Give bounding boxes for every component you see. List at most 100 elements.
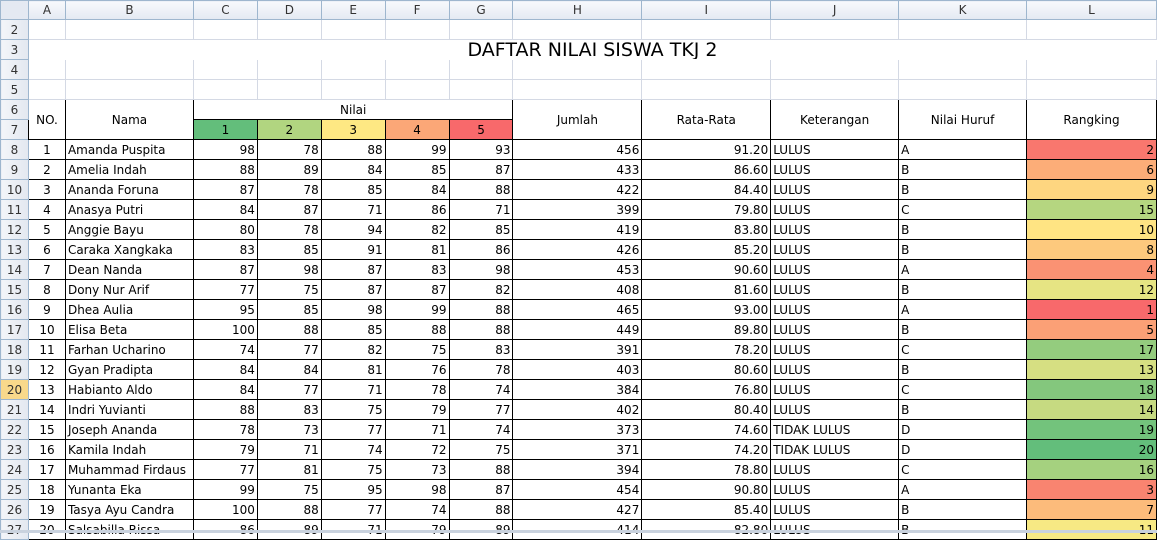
nilai-5-cell[interactable]: 77 xyxy=(448,399,514,420)
nilai-1-cell[interactable]: 77 xyxy=(192,279,258,300)
horizontal-scrollbar[interactable] xyxy=(0,530,1157,533)
cell[interactable] xyxy=(384,19,450,40)
no-cell[interactable]: 11 xyxy=(27,339,66,360)
nilai-3-cell[interactable]: 75 xyxy=(320,399,386,420)
cell[interactable] xyxy=(192,59,258,80)
no-cell[interactable]: 6 xyxy=(27,239,66,260)
jumlah-cell[interactable]: 384 xyxy=(512,379,643,400)
column-header-J[interactable]: J xyxy=(770,0,900,20)
nilai-huruf-cell[interactable]: D xyxy=(898,439,1027,460)
jumlah-cell[interactable]: 371 xyxy=(512,439,643,460)
keterangan-cell[interactable]: TIDAK LULUS xyxy=(770,419,900,440)
jumlah-cell[interactable]: 402 xyxy=(512,399,643,420)
nilai-3-cell[interactable]: 77 xyxy=(320,419,386,440)
column-header-F[interactable]: F xyxy=(384,0,450,20)
nilai-4-cell[interactable]: 82 xyxy=(384,219,450,240)
column-header-E[interactable]: E xyxy=(320,0,386,20)
nilai-huruf-cell[interactable]: A xyxy=(898,259,1027,280)
cell[interactable] xyxy=(512,19,643,40)
rangking-cell[interactable]: 16 xyxy=(1026,459,1157,480)
cell[interactable] xyxy=(641,59,772,80)
cell[interactable] xyxy=(320,59,386,80)
nilai-4-cell[interactable]: 85 xyxy=(384,159,450,180)
nilai-4-cell[interactable]: 78 xyxy=(384,379,450,400)
nilai-3-cell[interactable]: 77 xyxy=(320,499,386,520)
nilai-huruf-cell[interactable]: D xyxy=(898,419,1027,440)
nilai-5-cell[interactable]: 98 xyxy=(448,259,514,280)
nilai-4-cell[interactable]: 74 xyxy=(384,499,450,520)
nilai-5-cell[interactable]: 75 xyxy=(448,439,514,460)
nama-cell[interactable]: Farhan Ucharino xyxy=(64,339,194,360)
rangking-cell[interactable]: 9 xyxy=(1026,179,1157,200)
jumlah-cell[interactable]: 391 xyxy=(512,339,643,360)
row-header-23[interactable]: 23 xyxy=(0,439,29,460)
rata-rata-cell[interactable]: 90.80 xyxy=(641,479,772,500)
nilai-4-cell[interactable]: 75 xyxy=(384,339,450,360)
nilai-1-cell[interactable]: 100 xyxy=(192,499,258,520)
keterangan-cell[interactable]: LULUS xyxy=(770,299,900,320)
row-header-14[interactable]: 14 xyxy=(0,259,29,280)
nilai-3-cell[interactable]: 91 xyxy=(320,239,386,260)
keterangan-cell[interactable]: LULUS xyxy=(770,379,900,400)
jumlah-cell[interactable]: 394 xyxy=(512,459,643,480)
nilai-2-cell[interactable]: 85 xyxy=(256,239,322,260)
nilai-1-cell[interactable]: 84 xyxy=(192,379,258,400)
nama-cell[interactable]: Muhammad Firdaus xyxy=(64,459,194,480)
nama-cell[interactable]: Indri Yuvianti xyxy=(64,399,194,420)
nilai-huruf-cell[interactable]: B xyxy=(898,159,1027,180)
rangking-cell[interactable]: 14 xyxy=(1026,399,1157,420)
nilai-2-cell[interactable]: 75 xyxy=(256,279,322,300)
cell[interactable] xyxy=(384,79,450,100)
rata-rata-cell[interactable]: 84.40 xyxy=(641,179,772,200)
rangking-cell[interactable]: 4 xyxy=(1026,259,1157,280)
cell[interactable] xyxy=(641,79,772,100)
keterangan-cell[interactable]: LULUS xyxy=(770,279,900,300)
nilai-5-cell[interactable]: 88 xyxy=(448,499,514,520)
no-cell[interactable]: 9 xyxy=(27,299,66,320)
jumlah-cell[interactable]: 454 xyxy=(512,479,643,500)
nama-cell[interactable]: Dony Nur Arif xyxy=(64,279,194,300)
column-header-I[interactable]: I xyxy=(641,0,772,20)
rata-rata-cell[interactable]: 79.80 xyxy=(641,199,772,220)
cell[interactable] xyxy=(512,59,643,80)
no-cell[interactable]: 18 xyxy=(27,479,66,500)
row-header-19[interactable]: 19 xyxy=(0,359,29,380)
nilai-5-cell[interactable]: 71 xyxy=(448,199,514,220)
cell[interactable] xyxy=(641,19,772,40)
nilai-3-cell[interactable]: 88 xyxy=(320,139,386,160)
nilai-3-cell[interactable]: 87 xyxy=(320,279,386,300)
cell[interactable] xyxy=(448,19,514,40)
nilai-1-cell[interactable]: 79 xyxy=(192,439,258,460)
rangking-cell[interactable]: 8 xyxy=(1026,239,1157,260)
no-cell[interactable]: 14 xyxy=(27,399,66,420)
cell[interactable] xyxy=(898,19,1027,40)
keterangan-cell[interactable]: TIDAK LULUS xyxy=(770,439,900,460)
rata-rata-cell[interactable]: 90.60 xyxy=(641,259,772,280)
column-header-H[interactable]: H xyxy=(512,0,643,20)
nilai-3-cell[interactable]: 94 xyxy=(320,219,386,240)
rata-rata-cell[interactable]: 74.60 xyxy=(641,419,772,440)
no-cell[interactable]: 3 xyxy=(27,179,66,200)
nilai-huruf-cell[interactable]: C xyxy=(898,199,1027,220)
keterangan-cell[interactable]: LULUS xyxy=(770,199,900,220)
jumlah-cell[interactable]: 419 xyxy=(512,219,643,240)
nilai-2-cell[interactable]: 89 xyxy=(256,159,322,180)
keterangan-cell[interactable]: LULUS xyxy=(770,159,900,180)
no-cell[interactable]: 17 xyxy=(27,459,66,480)
nilai-2-cell[interactable]: 88 xyxy=(256,319,322,340)
cell[interactable] xyxy=(64,19,194,40)
nilai-3-cell[interactable]: 84 xyxy=(320,159,386,180)
rata-rata-cell[interactable]: 80.60 xyxy=(641,359,772,380)
nilai-3-cell[interactable]: 82 xyxy=(320,339,386,360)
row-header-6[interactable]: 6 xyxy=(0,99,29,120)
nilai-5-cell[interactable]: 74 xyxy=(448,379,514,400)
nilai-1-cell[interactable]: 88 xyxy=(192,399,258,420)
rata-rata-cell[interactable]: 91.20 xyxy=(641,139,772,160)
nilai-5-cell[interactable]: 88 xyxy=(448,459,514,480)
rata-rata-cell[interactable]: 85.40 xyxy=(641,499,772,520)
rangking-cell[interactable]: 1 xyxy=(1026,299,1157,320)
nilai-2-cell[interactable]: 84 xyxy=(256,359,322,380)
cell[interactable] xyxy=(320,19,386,40)
jumlah-cell[interactable]: 427 xyxy=(512,499,643,520)
nama-cell[interactable]: Amanda Puspita xyxy=(64,139,194,160)
